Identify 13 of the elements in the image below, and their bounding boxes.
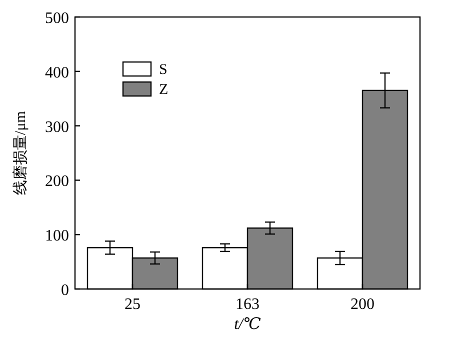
y-tick-label: 500: [45, 10, 69, 27]
y-tick-label: 200: [45, 173, 69, 190]
y-tick-label: 400: [45, 64, 69, 82]
y-tick-label: 300: [45, 118, 69, 136]
x-tick-label: 200: [350, 296, 374, 313]
x-tick-label: 163: [236, 296, 260, 313]
legend-label: Z: [159, 82, 168, 98]
legend-label: S: [159, 62, 168, 78]
x-axis-title: t/℃: [234, 316, 261, 333]
y-axis-title: 线磨损量/μm: [12, 110, 29, 195]
y-tick-label: 100: [45, 228, 69, 245]
y-tick-label: 0: [61, 282, 69, 299]
x-tick-label: 25: [124, 296, 140, 313]
